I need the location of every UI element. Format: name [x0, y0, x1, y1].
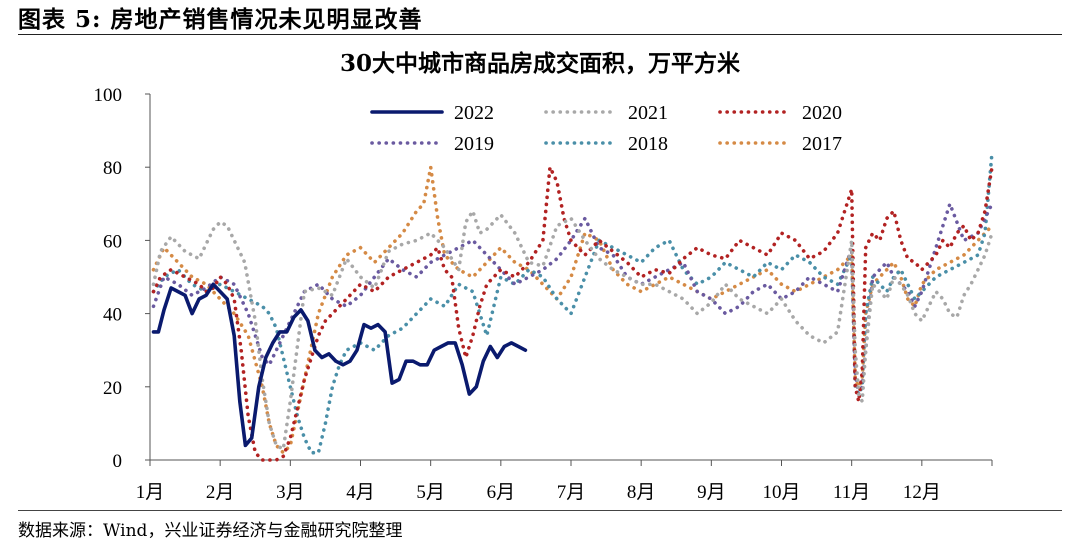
y-tick-label: 100 — [94, 85, 123, 106]
y-tick-label: 80 — [103, 158, 122, 179]
series-line-2019 — [151, 202, 994, 396]
legend-label-2021: 2021 — [628, 102, 668, 124]
chart-axes: 0 20 40 60 80 100 1月 2月 3月 4月 5月 6月 7月 8月 9月 10月 11月 12月 — [94, 85, 993, 503]
x-tick-label: 12月 — [903, 482, 941, 503]
data-source: 数据来源：Wind，兴业证券经济与金融研究院整理 — [18, 521, 403, 541]
x-tick-label: 10月 — [762, 482, 800, 503]
footer-rule — [18, 510, 1062, 511]
x-tick-label: 11月 — [833, 482, 870, 503]
legend-label-2020: 2020 — [802, 102, 842, 124]
figure-label: 图表 5: — [18, 6, 102, 33]
series-line-2022 — [151, 282, 528, 448]
legend-label-2017: 2017 — [802, 133, 842, 155]
figure-title: 房地产销售情况未见明显改善 — [110, 6, 423, 33]
chart-series — [151, 150, 994, 462]
y-tick-label: 20 — [103, 378, 122, 399]
x-tick-label: 1月 — [136, 482, 165, 503]
x-tick-label: 7月 — [557, 482, 586, 503]
x-tick-label: 9月 — [697, 482, 726, 503]
x-tick-label: 4月 — [346, 482, 375, 503]
series-line-2018 — [151, 150, 994, 455]
x-tick-label: 3月 — [276, 482, 305, 503]
legend-label-2019: 2019 — [454, 133, 494, 155]
x-tick-label: 6月 — [487, 482, 516, 503]
y-tick-label: 0 — [113, 451, 123, 472]
legend-label-2022: 2022 — [454, 102, 494, 124]
x-tick-label: 5月 — [416, 482, 445, 503]
legend-label-2018: 2018 — [628, 133, 668, 155]
y-tick-label: 60 — [103, 231, 122, 252]
x-tick-label: 8月 — [627, 482, 656, 503]
series-line-2021 — [151, 209, 994, 451]
chart-title: 30大中城市商品房成交面积，万平方米 — [339, 50, 740, 77]
y-tick-label: 40 — [103, 305, 122, 326]
chart-legend: 2022 2021 2020 2019 2018 2017 — [370, 102, 842, 155]
x-tick-label: 2月 — [206, 482, 235, 503]
figure-header: 图表 5: 房地产销售情况未见明显改善 — [18, 0, 423, 34]
header-rule — [18, 34, 1062, 35]
